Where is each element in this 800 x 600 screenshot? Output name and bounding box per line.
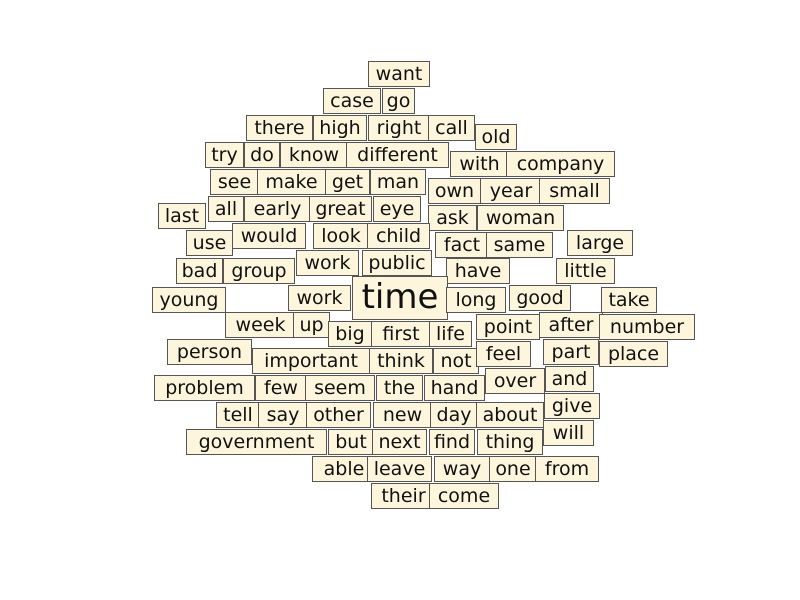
word-go: go	[382, 88, 415, 114]
word-week: week	[225, 312, 296, 338]
word-try: try	[205, 142, 244, 168]
word-long: long	[446, 287, 506, 313]
word-time: time	[352, 276, 448, 320]
word-come: come	[429, 483, 499, 509]
word-seem: seem	[305, 375, 375, 401]
word-group: group	[223, 258, 295, 284]
word-important: important	[252, 348, 370, 374]
word-and: and	[545, 366, 594, 392]
word-with: with	[450, 151, 509, 177]
word-look: look	[313, 223, 369, 249]
word-few: few	[255, 375, 307, 401]
word-work: work	[296, 250, 359, 276]
word-year: year	[480, 178, 542, 204]
word-bad: bad	[176, 258, 223, 284]
word-fact: fact	[435, 232, 489, 258]
word-give: give	[544, 393, 600, 419]
word-take: take	[601, 287, 657, 313]
word-thing: thing	[477, 429, 543, 455]
word-way: way	[434, 456, 490, 482]
word-woman: woman	[477, 205, 564, 231]
word-other: other	[306, 402, 371, 428]
word-first: first	[371, 321, 431, 347]
word-early: early	[244, 196, 311, 222]
word-about: about	[476, 402, 544, 428]
word-life: life	[429, 321, 472, 347]
word-ask: ask	[428, 205, 477, 231]
word-point: point	[476, 314, 540, 340]
word-place: place	[599, 341, 668, 367]
word-old: old	[475, 124, 517, 150]
word-part: part	[543, 339, 599, 365]
word-feel: feel	[476, 341, 531, 367]
word-case: case	[323, 88, 381, 114]
word-great: great	[309, 196, 372, 222]
word-next: next	[372, 429, 427, 455]
word-but: but	[328, 429, 374, 455]
word-own: own	[428, 178, 481, 204]
word-up: up	[293, 312, 330, 338]
word-know: know	[280, 142, 348, 168]
word-do: do	[244, 142, 280, 168]
word-child: child	[367, 223, 430, 249]
word-number: number	[599, 314, 695, 340]
word-good: good	[509, 285, 571, 311]
word-have: have	[446, 258, 510, 284]
word-one: one	[489, 456, 537, 482]
word-want: want	[368, 61, 430, 87]
word-hand: hand	[424, 375, 485, 401]
word-work: work	[288, 285, 351, 311]
word-say: say	[258, 402, 308, 428]
word-from: from	[535, 456, 599, 482]
word-would: would	[232, 223, 306, 249]
word-government: government	[186, 429, 327, 455]
word-problem: problem	[154, 375, 255, 401]
word-same: same	[486, 232, 553, 258]
word-day: day	[430, 402, 478, 428]
word-able: able	[312, 456, 376, 482]
word-young: young	[152, 287, 226, 313]
word-see: see	[210, 169, 259, 195]
word-public: public	[362, 250, 432, 276]
word-person: person	[167, 339, 252, 365]
word-new: new	[373, 402, 432, 428]
word-there: there	[246, 115, 313, 141]
word-the: the	[376, 375, 423, 401]
word-get: get	[325, 169, 370, 195]
word-over: over	[485, 368, 545, 394]
word-tell: tell	[216, 402, 260, 428]
word-after: after	[539, 312, 603, 338]
word-eye: eye	[373, 196, 421, 222]
word-will: will	[543, 420, 594, 446]
word-little: little	[556, 258, 615, 284]
word-their: their	[371, 483, 436, 509]
word-high: high	[313, 115, 367, 141]
word-think: think	[369, 348, 433, 374]
word-use: use	[186, 230, 233, 256]
word-not: not	[433, 348, 479, 374]
word-leave: leave	[367, 456, 432, 482]
word-large: large	[567, 230, 633, 256]
word-company: company	[506, 151, 615, 177]
word-last: last	[158, 203, 206, 229]
word-find: find	[429, 429, 475, 455]
word-make: make	[257, 169, 326, 195]
word-call: call	[428, 115, 475, 141]
word-small: small	[539, 178, 610, 204]
word-all: all	[208, 196, 244, 222]
word-right: right	[368, 115, 430, 141]
word-man: man	[370, 169, 426, 195]
word-big: big	[328, 321, 372, 347]
word-different: different	[346, 142, 449, 168]
